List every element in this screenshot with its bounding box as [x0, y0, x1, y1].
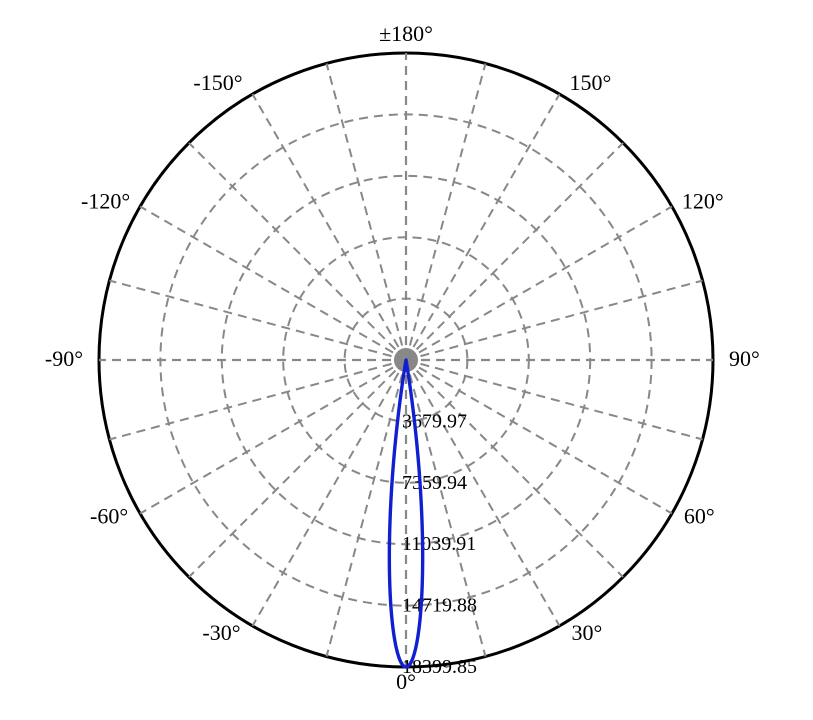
angle-label: -90° [45, 346, 83, 371]
angle-label: 0° [396, 669, 416, 694]
angle-label: 30° [572, 620, 603, 645]
polar-chart: 3679.977359.9411039.9114719.8818399.850°… [0, 0, 813, 720]
radial-tick-label: 7359.94 [402, 472, 467, 494]
radial-tick-label: 11039.91 [402, 533, 476, 555]
angle-label: 150° [570, 70, 612, 95]
angle-label: 90° [729, 346, 760, 371]
angle-label: -30° [202, 620, 240, 645]
angle-label: 60° [684, 504, 715, 529]
angle-label: -150° [193, 70, 242, 95]
radial-tick-label: 14719.88 [402, 595, 477, 617]
radial-tick-label: 3679.97 [402, 410, 467, 432]
angle-label: 120° [682, 189, 724, 214]
angle-label: -60° [90, 504, 128, 529]
angle-label: -120° [81, 189, 130, 214]
angle-label: ±180° [379, 21, 433, 46]
